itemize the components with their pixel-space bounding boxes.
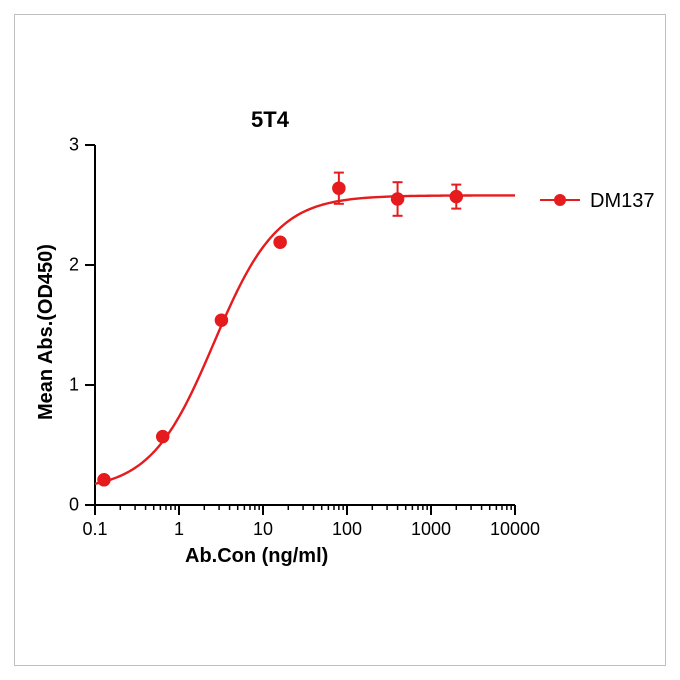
legend-label: DM137 [590, 190, 654, 213]
plot-area [95, 145, 515, 505]
plot-svg [95, 145, 515, 505]
x-tick-label: 10 [253, 519, 273, 540]
x-tick-label: 0.1 [82, 519, 107, 540]
y-axis-label: Mean Abs.(OD450) [35, 244, 58, 420]
y-tick-label: 1 [69, 375, 79, 396]
y-tick-label: 3 [69, 135, 79, 156]
x-tick-label: 1000 [411, 519, 451, 540]
legend-marker-icon [554, 194, 566, 206]
y-tick-label: 2 [69, 255, 79, 276]
x-axis-label: Ab.Con (ng/ml) [185, 545, 328, 568]
x-tick-label: 1 [174, 519, 184, 540]
y-tick-label: 0 [69, 495, 79, 516]
chart-frame: { "chart": { "type": "scatter-line-logx"… [14, 14, 666, 666]
x-tick-label: 100 [332, 519, 362, 540]
x-tick-label: 10000 [490, 519, 540, 540]
chart-title: 5T4 [15, 107, 525, 133]
